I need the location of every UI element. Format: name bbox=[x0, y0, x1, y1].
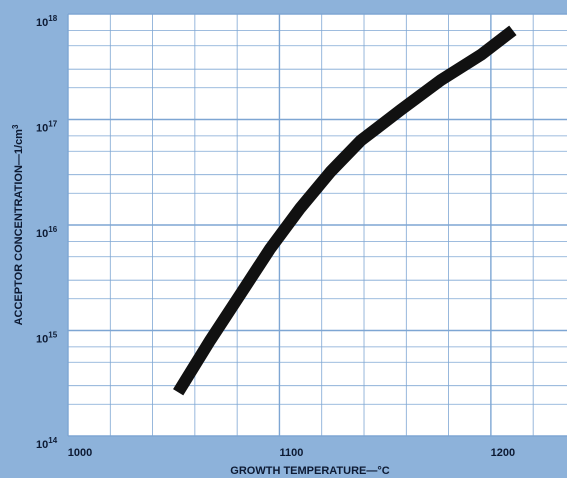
y-tick-base: 10 bbox=[36, 123, 48, 135]
y-tick-base: 10 bbox=[36, 439, 48, 451]
x-tick-label: 1200 bbox=[491, 447, 515, 459]
x-tick-label: 1100 bbox=[280, 447, 304, 459]
curve bbox=[173, 25, 517, 396]
y-tick-exponent: 18 bbox=[48, 14, 57, 23]
y-tick-label: 1015 bbox=[36, 331, 58, 346]
y-tick-label: 1014 bbox=[36, 436, 58, 451]
y-tick-exponent: 14 bbox=[48, 436, 57, 445]
y-tick-label: 1017 bbox=[36, 120, 58, 135]
y-tick-label: 1018 bbox=[36, 14, 58, 29]
y-tick-exponent: 15 bbox=[48, 331, 57, 340]
y-tick-base: 10 bbox=[36, 17, 48, 29]
y-axis-label-text: ACCEPTOR CONCENTRATION—1/cm bbox=[13, 129, 25, 326]
y-axis-label: ACCEPTOR CONCENTRATION—1/cm3 bbox=[11, 124, 25, 325]
y-tick-exponent: 16 bbox=[48, 225, 57, 234]
y-tick-base: 10 bbox=[36, 228, 48, 240]
y-tick-exponent: 17 bbox=[48, 120, 57, 129]
y-axis-label-exponent: 3 bbox=[11, 124, 20, 129]
x-tick-label: 1000 bbox=[68, 447, 92, 459]
x-axis-label: GROWTH TEMPERATURE—°C bbox=[230, 465, 389, 477]
y-tick-base: 10 bbox=[36, 334, 48, 346]
y-tick-label: 1016 bbox=[36, 225, 58, 240]
